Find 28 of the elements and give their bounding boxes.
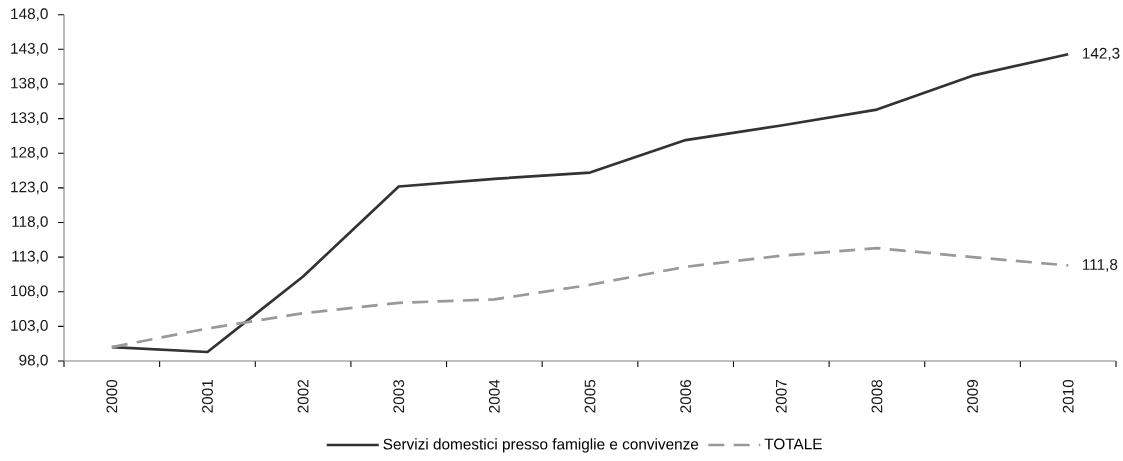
x-tick-label: 2000 bbox=[106, 379, 118, 413]
y-tick-label: 138,0 bbox=[11, 77, 48, 91]
y-tick-label: 133,0 bbox=[11, 112, 48, 125]
data-label: 142,3 bbox=[1082, 47, 1120, 61]
x-tick-label: 2001 bbox=[202, 380, 213, 413]
data-label: 111,8 bbox=[1082, 259, 1118, 272]
y-tick-label: 103,0 bbox=[11, 320, 48, 333]
y-tick-label: 98,0 bbox=[19, 354, 48, 368]
line-series bbox=[110, 246, 1070, 349]
y-tick-label: 143,0 bbox=[11, 43, 48, 56]
x-tick-label: 2002 bbox=[297, 380, 309, 413]
x-tick-label: 2009 bbox=[967, 380, 978, 413]
x-tick-label: 2006 bbox=[680, 379, 692, 413]
x-tick-label: 2003 bbox=[393, 379, 405, 413]
x-tick-label: 2007 bbox=[775, 380, 787, 413]
y-tick-label: 148,0 bbox=[11, 8, 48, 22]
x-tick-label: 2005 bbox=[584, 379, 596, 413]
line-series bbox=[110, 52, 1070, 354]
legend-label: Servizi domestici presso famiglie e convivenze bbox=[383, 438, 699, 453]
x-tick-label: 2008 bbox=[871, 379, 883, 413]
y-tick-label: 108,0 bbox=[11, 285, 48, 299]
y-tick-label: 113,0 bbox=[12, 250, 48, 264]
y-tick-label: 128,0 bbox=[11, 146, 48, 160]
x-tick-label: 2010 bbox=[1062, 379, 1074, 413]
y-tick-label: 118,0 bbox=[12, 216, 48, 229]
y-tick-label: 123,0 bbox=[11, 181, 48, 195]
legend-label: TOTALE bbox=[764, 438, 822, 450]
x-tick-label: 2004 bbox=[488, 379, 500, 413]
